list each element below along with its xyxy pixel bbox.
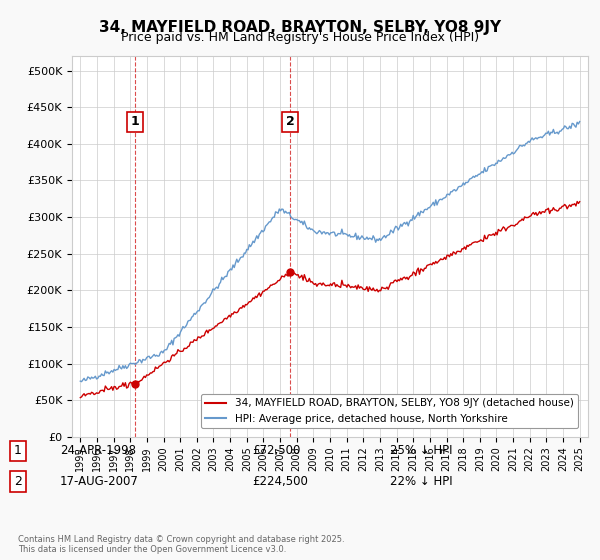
Text: £72,500: £72,500 [252, 444, 301, 458]
Text: Price paid vs. HM Land Registry's House Price Index (HPI): Price paid vs. HM Land Registry's House … [121, 31, 479, 44]
Text: Contains HM Land Registry data © Crown copyright and database right 2025.
This d: Contains HM Land Registry data © Crown c… [18, 535, 344, 554]
Text: 2: 2 [14, 475, 22, 488]
Text: 25% ↓ HPI: 25% ↓ HPI [390, 444, 452, 458]
Text: 22% ↓ HPI: 22% ↓ HPI [390, 475, 452, 488]
Text: 34, MAYFIELD ROAD, BRAYTON, SELBY, YO8 9JY: 34, MAYFIELD ROAD, BRAYTON, SELBY, YO8 9… [99, 20, 501, 35]
Text: £224,500: £224,500 [252, 475, 308, 488]
Text: 24-APR-1998: 24-APR-1998 [60, 444, 136, 458]
Text: 1: 1 [131, 115, 140, 128]
Text: 2: 2 [286, 115, 295, 128]
Text: 1: 1 [14, 444, 22, 458]
Text: 17-AUG-2007: 17-AUG-2007 [60, 475, 139, 488]
Legend: 34, MAYFIELD ROAD, BRAYTON, SELBY, YO8 9JY (detached house), HPI: Average price,: 34, MAYFIELD ROAD, BRAYTON, SELBY, YO8 9… [201, 394, 578, 428]
